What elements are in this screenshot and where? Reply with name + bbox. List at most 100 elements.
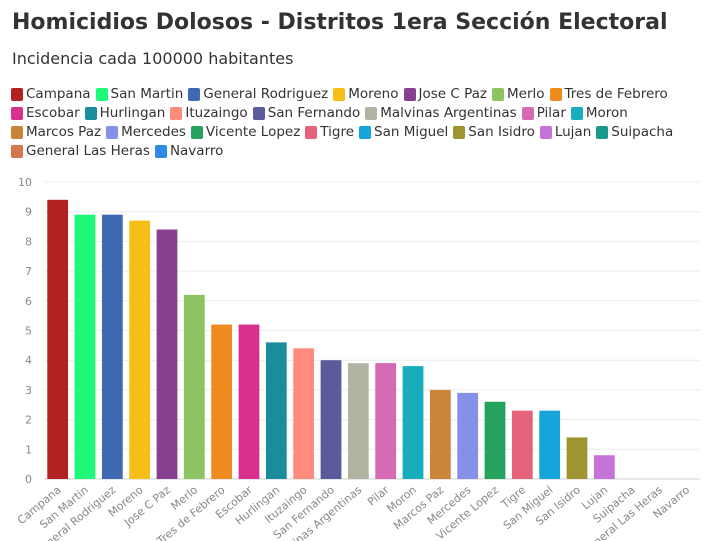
legend-swatch: [11, 88, 23, 101]
legend-label: San Fernando: [267, 105, 361, 121]
legend-label: General Las Heras: [26, 143, 150, 159]
legend-label: Pilar: [536, 105, 566, 121]
legend-item[interactable]: Suipacha: [596, 123, 673, 142]
legend-item[interactable]: San Isidro: [453, 123, 535, 142]
legend-label: Marcos Paz: [26, 124, 102, 140]
legend-item[interactable]: General Rodriguez: [188, 85, 328, 104]
legend-swatch: [188, 88, 201, 101]
bar[interactable]: [375, 363, 397, 479]
legend-label: San Isidro: [468, 124, 535, 140]
legend-label: Hurlingan: [99, 105, 166, 121]
y-tick-label: 9: [25, 206, 32, 219]
legend-swatch: [596, 126, 609, 139]
legend-swatch: [11, 145, 23, 158]
y-tick-label: 7: [25, 265, 32, 278]
legend-item[interactable]: Ituzaingo: [170, 104, 248, 123]
legend-swatch: [365, 107, 378, 120]
legend-item[interactable]: Malvinas Argentinas: [365, 104, 517, 123]
bar[interactable]: [484, 401, 506, 479]
legend-swatch: [333, 88, 346, 101]
legend-item[interactable]: Moron: [570, 104, 628, 123]
legend-item[interactable]: Pilar: [521, 104, 566, 123]
legend-item[interactable]: Hurlingan: [84, 104, 166, 123]
bar[interactable]: [74, 214, 96, 480]
y-tick-label: 1: [25, 443, 32, 456]
bar[interactable]: [429, 389, 451, 479]
legend-item[interactable]: Navarro: [154, 142, 224, 161]
legend-label: Vicente Lopez: [205, 124, 301, 140]
legend-swatch: [492, 88, 504, 101]
legend-item[interactable]: Moreno: [333, 85, 399, 104]
y-tick-label: 5: [25, 325, 32, 338]
legend-swatch: [190, 126, 203, 139]
legend-swatch: [95, 88, 108, 101]
y-tick-label: 3: [25, 384, 32, 397]
legend-item[interactable]: Tigre: [305, 123, 354, 142]
legend-item[interactable]: Tres de Febrero: [549, 85, 668, 104]
legend-label: Moreno: [348, 86, 399, 102]
legend-swatch: [521, 107, 534, 120]
y-tick-label: 2: [25, 414, 32, 427]
legend-label: Mercedes: [121, 124, 186, 140]
legend-swatch: [549, 88, 562, 101]
bar[interactable]: [211, 324, 233, 479]
legend-item[interactable]: Merlo: [492, 85, 545, 104]
bar[interactable]: [347, 363, 369, 479]
legend-item[interactable]: San Martin: [95, 85, 184, 104]
legend-swatch: [570, 107, 583, 120]
legend-label: Lujan: [554, 124, 592, 140]
legend-item[interactable]: Campana: [11, 85, 91, 104]
bar[interactable]: [156, 229, 178, 479]
legend-label: Tigre: [320, 124, 355, 140]
y-tick-label: 8: [25, 235, 32, 248]
bar[interactable]: [101, 214, 123, 480]
legend-item[interactable]: Mercedes: [106, 123, 186, 142]
legend-label: Tres de Febrero: [564, 86, 668, 102]
bar[interactable]: [457, 392, 479, 479]
legend-item[interactable]: Marcos Paz: [11, 123, 101, 142]
legend-item[interactable]: Escobar: [11, 104, 80, 123]
legend-label: General Rodriguez: [203, 86, 329, 102]
bar[interactable]: [293, 348, 315, 479]
legend-label: San Martin: [110, 86, 184, 102]
bar[interactable]: [566, 437, 588, 479]
bar[interactable]: [402, 366, 424, 479]
legend-swatch: [11, 107, 23, 120]
legend-label: Moron: [585, 105, 628, 121]
y-tick-label: 10: [18, 176, 32, 189]
legend-swatch: [453, 126, 466, 139]
bar[interactable]: [129, 220, 151, 480]
legend-label: Suipacha: [611, 124, 674, 140]
y-tick-label: 6: [25, 295, 32, 308]
chart-subtitle: Incidencia cada 100000 habitantes: [12, 49, 294, 68]
legend-label: Malvinas Argentinas: [380, 105, 517, 121]
legend-item[interactable]: San Fernando: [252, 104, 361, 123]
legend-swatch: [305, 126, 318, 139]
legend-label: Navarro: [169, 143, 224, 159]
legend-item[interactable]: General Las Heras: [11, 142, 150, 161]
legend-swatch: [84, 107, 97, 120]
legend-item[interactable]: Jose C Paz: [403, 85, 487, 104]
legend-swatch: [170, 107, 183, 120]
y-tick-label: 4: [25, 354, 32, 367]
legend-swatch: [539, 126, 552, 139]
bar[interactable]: [265, 342, 287, 479]
legend-item[interactable]: Lujan: [539, 123, 592, 142]
legend-item[interactable]: San Miguel: [359, 123, 448, 142]
legend-swatch: [154, 145, 167, 158]
legend-label: Merlo: [507, 86, 545, 102]
legend-swatch: [403, 88, 416, 101]
legend-label: Jose C Paz: [418, 86, 487, 102]
legend-label: Escobar: [26, 105, 80, 121]
bar[interactable]: [183, 294, 205, 479]
bar[interactable]: [539, 410, 561, 479]
bar[interactable]: [47, 199, 69, 479]
bar[interactable]: [238, 324, 260, 479]
legend-item[interactable]: Vicente Lopez: [190, 123, 301, 142]
legend-swatch: [11, 126, 23, 139]
bar[interactable]: [511, 410, 533, 479]
legend-label: Ituzaingo: [185, 105, 248, 121]
bar[interactable]: [320, 360, 342, 479]
bar[interactable]: [593, 455, 615, 479]
